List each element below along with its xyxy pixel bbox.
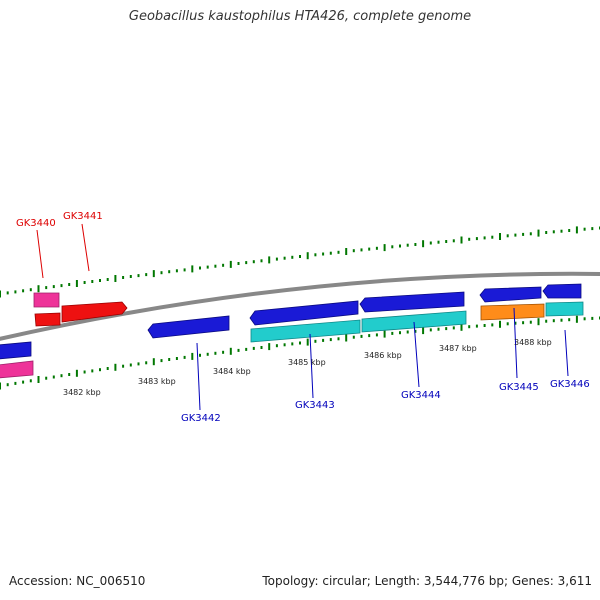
gene-label-gk3444[interactable]: GK3444 [401,390,441,401]
label-pointers [36,223,569,411]
scale-label-3488: 3488 kbp [514,338,552,347]
pointer-gk3440 [36,229,44,279]
gene-labels: GK3440 GK3441 GK3442 GK3443 GK3444 GK344… [16,211,590,424]
scale-label-3485: 3485 kbp [288,358,326,367]
cds-gk3441-red[interactable] [61,301,128,323]
scale-labels: 3482 kbp 3483 kbp 3484 kbp 3485 kbp 3486… [63,338,552,397]
scale-label-3487: 3487 kbp [439,344,477,353]
cds-gk3446-blue[interactable] [542,283,582,299]
cds-gk3440-red[interactable] [34,312,61,327]
upper-tick-track [0,226,600,298]
scale-label-3482: 3482 kbp [63,388,101,397]
pointer-gk3444 [413,321,420,388]
genome-title: Geobacillus kaustophilus HTA426, complet… [128,9,472,24]
pointer-gk3443 [309,333,314,399]
gene-label-gk3445[interactable]: GK3445 [499,382,539,393]
cds-gk3440-pink[interactable] [33,292,60,308]
lower-tick-track [0,315,600,390]
cds-left-pink[interactable] [0,360,34,379]
gene-label-gk3442[interactable]: GK3442 [181,413,221,424]
pointer-gk3441 [81,223,90,272]
cds-gk3443-blue[interactable] [249,300,359,326]
gene-label-gk3446[interactable]: GK3446 [550,379,590,390]
cds-gk3445-orange[interactable] [480,303,545,321]
genome-summary-text: Topology: circular; Length: 3,544,776 bp… [262,574,592,588]
cds-gk3444-blue[interactable] [359,291,465,313]
cds-gk3442-blue[interactable] [147,315,230,339]
feature-track-reverse [0,301,584,379]
cds-gk3446-cyan[interactable] [545,301,584,317]
feature-track-forward [33,283,582,339]
pointer-gk3446 [564,329,569,377]
cds-left-blue[interactable] [0,341,32,360]
pointer-gk3445 [513,307,518,379]
scale-label-3484: 3484 kbp [213,367,251,376]
cds-gk3445-blue[interactable] [479,286,542,303]
genome-backbone [0,271,600,341]
gene-label-gk3440[interactable]: GK3440 [16,218,56,229]
pointer-gk3442 [196,342,201,411]
cds-gk3444-cyan[interactable] [361,310,467,333]
accession-text: Accession: NC_006510 [9,574,146,588]
gene-label-gk3443[interactable]: GK3443 [295,400,335,411]
scale-label-3486: 3486 kbp [364,351,402,360]
cds-gk3443-cyan[interactable] [250,319,361,343]
scale-label-3483: 3483 kbp [138,377,176,386]
gene-label-gk3441[interactable]: GK3441 [63,211,103,222]
